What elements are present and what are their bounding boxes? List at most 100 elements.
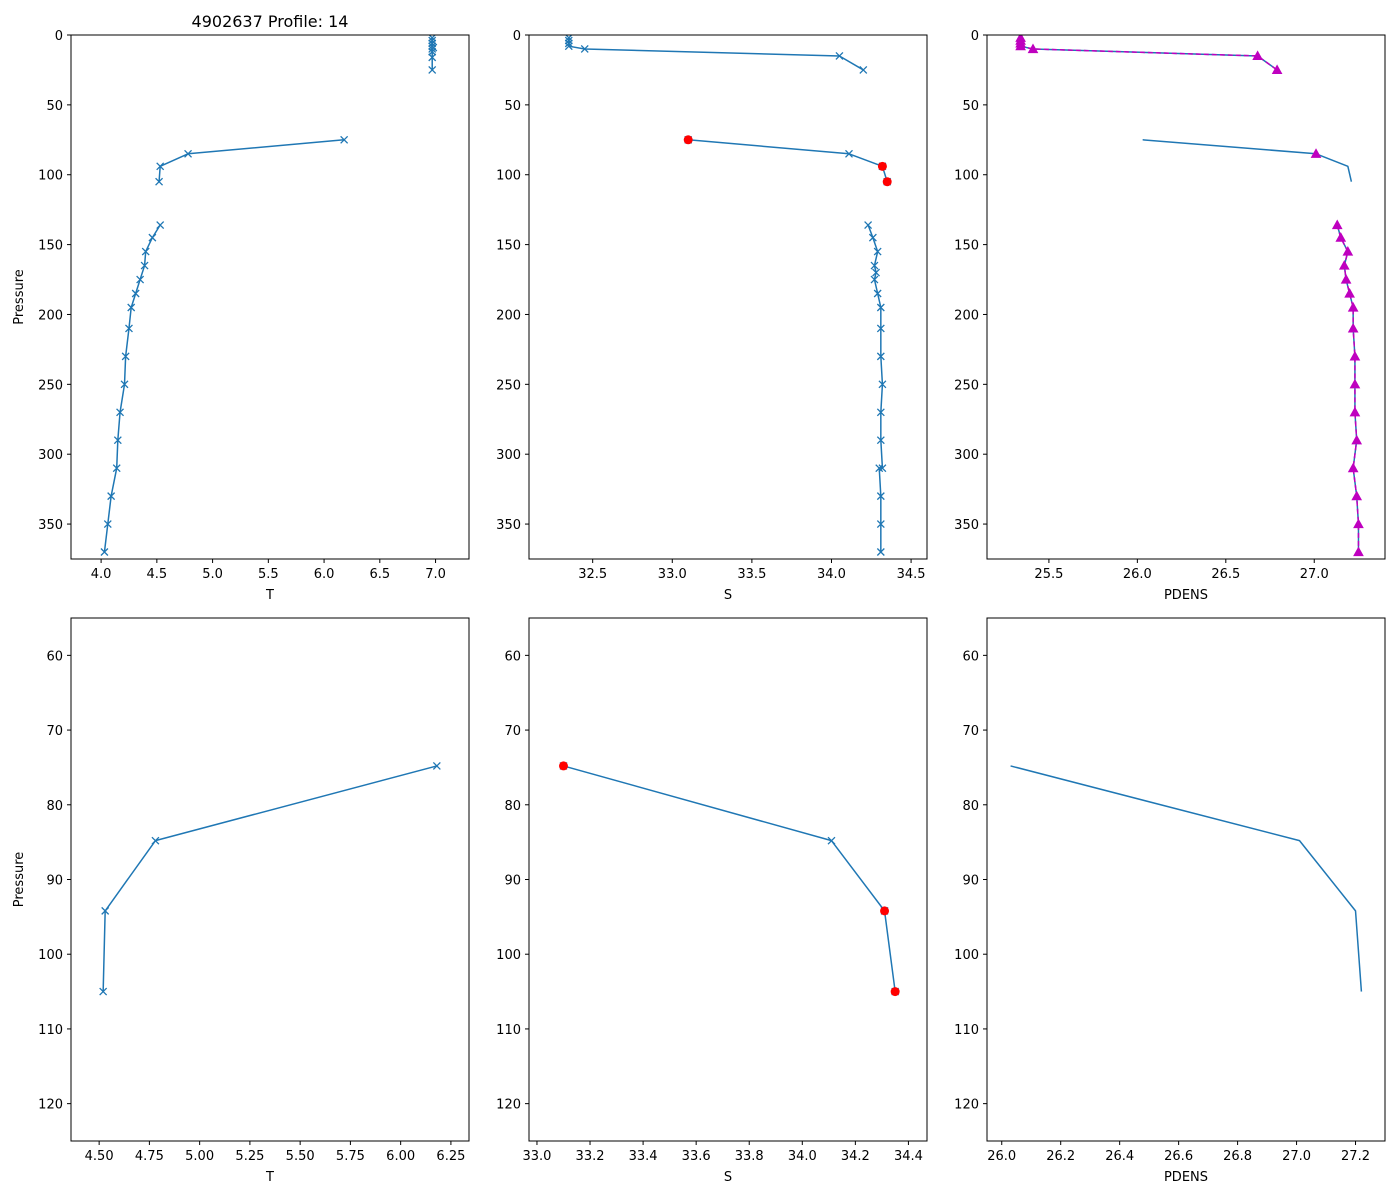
x-tick-label: 26.4 (1105, 1149, 1134, 1164)
x-axis-label: S (724, 1170, 732, 1185)
data-point (873, 247, 882, 256)
plot-data (1010, 765, 1363, 992)
y-tick-label: 150 (38, 239, 63, 254)
data-point (428, 36, 437, 45)
y-tick-label: 80 (504, 799, 521, 814)
y-tick-label: 50 (46, 99, 63, 114)
x-tick-label: 26.0 (1123, 567, 1152, 582)
y-tick-label: 0 (513, 29, 521, 44)
y-tick-label: 110 (38, 1023, 63, 1038)
y-tick-label: 90 (46, 874, 63, 889)
y-tick-label: 0 (971, 29, 979, 44)
chart-top-temperature: 4.0 4.5 5.0 5.5 6.0 6.5 7.0 0 50 100 150 200 250 300 3… (12, 29, 470, 603)
data-point (870, 261, 879, 270)
data-point (428, 53, 437, 62)
data-point (1347, 301, 1359, 312)
data-point (1331, 219, 1343, 230)
data-point (432, 761, 441, 770)
x-tick-label: 6.5 (369, 567, 390, 582)
data-point (882, 177, 892, 187)
data-point (1338, 260, 1350, 270)
y-tick-label: 150 (496, 239, 521, 254)
y-tick-label: 350 (954, 518, 979, 533)
y-tick-label: 60 (962, 649, 979, 664)
data-point (127, 303, 136, 312)
x-axis-label: T (265, 588, 274, 603)
y-tick-label: 120 (496, 1098, 521, 1113)
x-tick-label: 34.2 (841, 1149, 870, 1164)
x-axis-label: S (724, 588, 732, 603)
x-tick-label: 33.0 (658, 567, 687, 582)
data-point (890, 987, 900, 997)
data-point (428, 45, 437, 53)
x-tick-label: 6.0 (314, 567, 335, 582)
series-line (867, 224, 884, 553)
x-tick-label: 32.5 (578, 567, 607, 582)
y-tick-label: 70 (504, 724, 521, 739)
data-point (184, 149, 193, 158)
plot-frame (986, 617, 1386, 1142)
y-tick-label: 110 (496, 1023, 521, 1038)
plot-data (99, 761, 441, 996)
data-point (564, 39, 573, 48)
plot-frame (528, 34, 928, 560)
data-point (859, 65, 868, 74)
data-point (148, 233, 157, 242)
data-point (99, 987, 108, 996)
y-tick-label: 350 (38, 518, 63, 533)
x-tick-label: 27.0 (1300, 567, 1329, 582)
chart-bottom-density: 26.0 26.2 26.4 26.6 26.8 27.0 27.2 60 70 80 90 100 1… (954, 617, 1386, 1185)
data-point (564, 36, 573, 45)
data-point (845, 149, 853, 158)
y-tick-label: 80 (962, 799, 979, 814)
data-point (120, 380, 129, 389)
x-tick-label: 27.2 (1341, 1149, 1370, 1164)
y-tick-label: 300 (496, 448, 521, 463)
data-point (136, 275, 145, 284)
x-tick-label: 25.5 (1034, 567, 1063, 582)
y-tick-label: 60 (46, 649, 63, 664)
y-tick-label: 200 (954, 308, 979, 323)
y-tick-label: 100 (954, 948, 979, 963)
x-tick-label: 27.0 (1282, 1149, 1311, 1164)
series-line (1336, 224, 1360, 553)
x-tick-label: 26.8 (1223, 1149, 1252, 1164)
data-point (1340, 274, 1352, 284)
data-point (877, 161, 887, 171)
y-tick-label: 100 (38, 948, 63, 963)
x-tick-label: 5.50 (286, 1149, 315, 1164)
data-point (1349, 378, 1361, 389)
data-point (1027, 43, 1039, 54)
y-tick-label: 60 (504, 649, 521, 664)
y-tick-label: 70 (46, 724, 63, 739)
data-point (125, 324, 133, 333)
data-point (1347, 322, 1359, 333)
x-tick-label: 26.0 (987, 1149, 1016, 1164)
y-tick-label: 350 (496, 518, 521, 533)
data-point (1310, 148, 1322, 158)
y-tick-label: 250 (954, 378, 979, 393)
data-point (112, 464, 121, 473)
x-tick-label: 4.75 (135, 1149, 164, 1164)
data-point (101, 906, 110, 915)
x-tick-label: 34.5 (897, 567, 926, 582)
data-point (1344, 287, 1355, 298)
data-point (875, 464, 884, 473)
series-line (1010, 765, 1363, 992)
data-point (558, 761, 568, 771)
x-tick-label: 26.5 (1211, 567, 1240, 582)
data-point (1252, 50, 1263, 61)
data-point (1349, 350, 1361, 361)
data-point (121, 352, 130, 361)
data-point (151, 836, 160, 845)
data-point (580, 45, 589, 53)
y-tick-label: 300 (954, 448, 979, 463)
data-point (100, 548, 109, 556)
data-point (876, 303, 885, 312)
data-point (1335, 232, 1347, 242)
y-tick-label: 100 (38, 169, 63, 184)
x-tick-label: 5.5 (258, 567, 279, 582)
data-point (141, 247, 150, 256)
